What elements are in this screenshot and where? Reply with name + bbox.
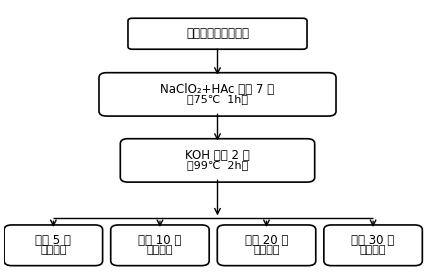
FancyBboxPatch shape xyxy=(99,73,335,116)
Text: 真空滤膜: 真空滤膜 xyxy=(253,245,279,255)
FancyBboxPatch shape xyxy=(217,225,315,266)
FancyBboxPatch shape xyxy=(128,18,306,49)
FancyBboxPatch shape xyxy=(111,225,209,266)
Text: KOH 处理 2 次: KOH 处理 2 次 xyxy=(185,149,249,162)
Text: 研磨 10 次: 研磨 10 次 xyxy=(138,234,181,248)
Text: 真空滤膜: 真空滤膜 xyxy=(146,245,173,255)
Text: （75℃  1h）: （75℃ 1h） xyxy=(187,94,247,104)
FancyBboxPatch shape xyxy=(4,225,102,266)
Text: 研磨 20 次: 研磨 20 次 xyxy=(244,234,288,248)
Text: NaClO₂+HAc 处理 7 次: NaClO₂+HAc 处理 7 次 xyxy=(160,83,274,96)
FancyBboxPatch shape xyxy=(120,139,314,182)
Text: 已抄提过的花生壳粉: 已抄提过的花生壳粉 xyxy=(186,27,248,40)
Text: 研磨 30 次: 研磨 30 次 xyxy=(351,234,394,248)
FancyBboxPatch shape xyxy=(323,225,421,266)
Text: 真空滤膜: 真空滤膜 xyxy=(40,245,66,255)
Text: （99℃  2h）: （99℃ 2h） xyxy=(187,160,247,170)
Text: 研磨 5 次: 研磨 5 次 xyxy=(35,234,71,248)
Text: 真空滤膜: 真空滤膜 xyxy=(359,245,385,255)
